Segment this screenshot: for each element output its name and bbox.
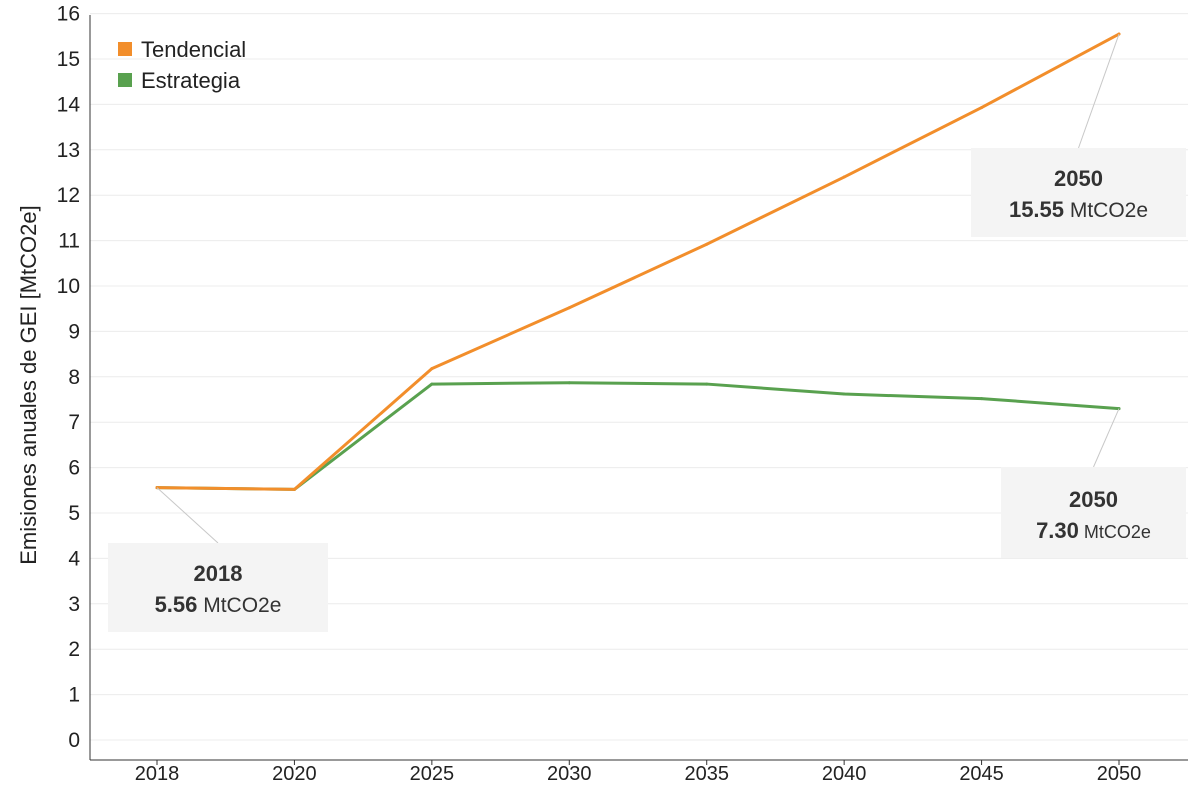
x-tick-label: 2018 [135, 763, 180, 785]
annotation-unit: MtCO2e [1070, 199, 1148, 222]
data-point [980, 106, 984, 110]
legend-swatch [118, 73, 132, 87]
annotation-box [971, 148, 1186, 237]
data-point [430, 367, 434, 371]
axes [89, 15, 1188, 765]
x-tick-label: 2030 [547, 763, 592, 785]
legend-swatch [118, 42, 132, 56]
data-point [567, 306, 571, 310]
legend-label: Estrategia [141, 68, 241, 93]
annotation-leader-line [156, 487, 219, 544]
annotation-year: 2050 [1069, 487, 1118, 512]
annotations: 2018 5.56 MtCO2e 2050 15.55 MtCO2e 2050 7.30 … [108, 33, 1186, 632]
annotation-unit: MtCO2e [203, 594, 281, 617]
annotation-value-line: 5.56 MtCO2e [155, 592, 282, 617]
y-tick-label: 16 [57, 3, 80, 26]
y-tick-label: 7 [68, 411, 80, 434]
series-line-tendencial [155, 32, 1121, 491]
annotation-leader-line [1078, 33, 1120, 149]
data-point [842, 392, 846, 396]
series-line-estrategia [155, 381, 1121, 491]
x-tick-label: 2035 [684, 763, 729, 785]
y-tick-label: 15 [57, 48, 80, 71]
annotation-year: 2018 [194, 561, 243, 586]
y-tick-label: 1 [68, 684, 80, 707]
x-tick-label: 2040 [822, 763, 867, 785]
data-point [705, 382, 709, 386]
y-tick-label: 13 [57, 139, 80, 162]
y-tick-label: 9 [68, 320, 80, 343]
annotation-leader-line [1093, 408, 1120, 468]
y-tick-label: 14 [57, 93, 81, 116]
annotation-value: 7.30 [1036, 518, 1079, 543]
annotation-callout: 2050 7.30 MtCO2e [1001, 408, 1186, 558]
data-point [430, 382, 434, 386]
annotation-year: 2050 [1054, 166, 1103, 191]
data-point [292, 487, 296, 491]
annotation-value: 15.55 [1009, 197, 1064, 222]
data-point [567, 381, 571, 385]
legend: Tendencial Estrategia [118, 37, 246, 93]
annotation-value-line: 15.55 MtCO2e [1009, 197, 1148, 222]
y-tick-label: 12 [57, 184, 80, 207]
annotation-callout: 2018 5.56 MtCO2e [108, 487, 328, 632]
y-tick-label: 0 [68, 729, 80, 752]
annotation-box [1001, 467, 1186, 558]
annotation-unit: MtCO2e [1084, 522, 1151, 542]
y-tick-label: 3 [68, 593, 80, 616]
x-tick-label: 2020 [272, 763, 317, 785]
y-tick-label: 5 [68, 502, 80, 525]
y-tick-label: 6 [68, 457, 80, 480]
annotation-value-line: 7.30 MtCO2e [1036, 518, 1151, 543]
annotation-box [108, 543, 328, 632]
data-point [705, 242, 709, 246]
y-tick-label: 10 [57, 275, 80, 298]
legend-label: Tendencial [141, 37, 246, 62]
x-tick-label: 2025 [410, 763, 455, 785]
y-tick-label: 8 [68, 366, 80, 389]
y-axis-label: Emisiones anuales de GEI [MtCO2e] [16, 205, 41, 565]
x-tick-label: 2045 [959, 763, 1004, 785]
x-tick-label: 2050 [1097, 763, 1142, 785]
data-point [842, 175, 846, 179]
y-tick-label: 11 [58, 230, 80, 253]
y-tick-label: 4 [68, 547, 80, 570]
y-tick-label: 2 [68, 638, 80, 661]
annotation-callout: 2050 15.55 MtCO2e [971, 33, 1186, 237]
x-tick-labels: 2018 2020 2025 2030 2035 2040 2045 2050 [135, 763, 1142, 785]
series-lines [155, 32, 1121, 491]
data-point [980, 397, 984, 401]
annotation-value: 5.56 [155, 592, 198, 617]
